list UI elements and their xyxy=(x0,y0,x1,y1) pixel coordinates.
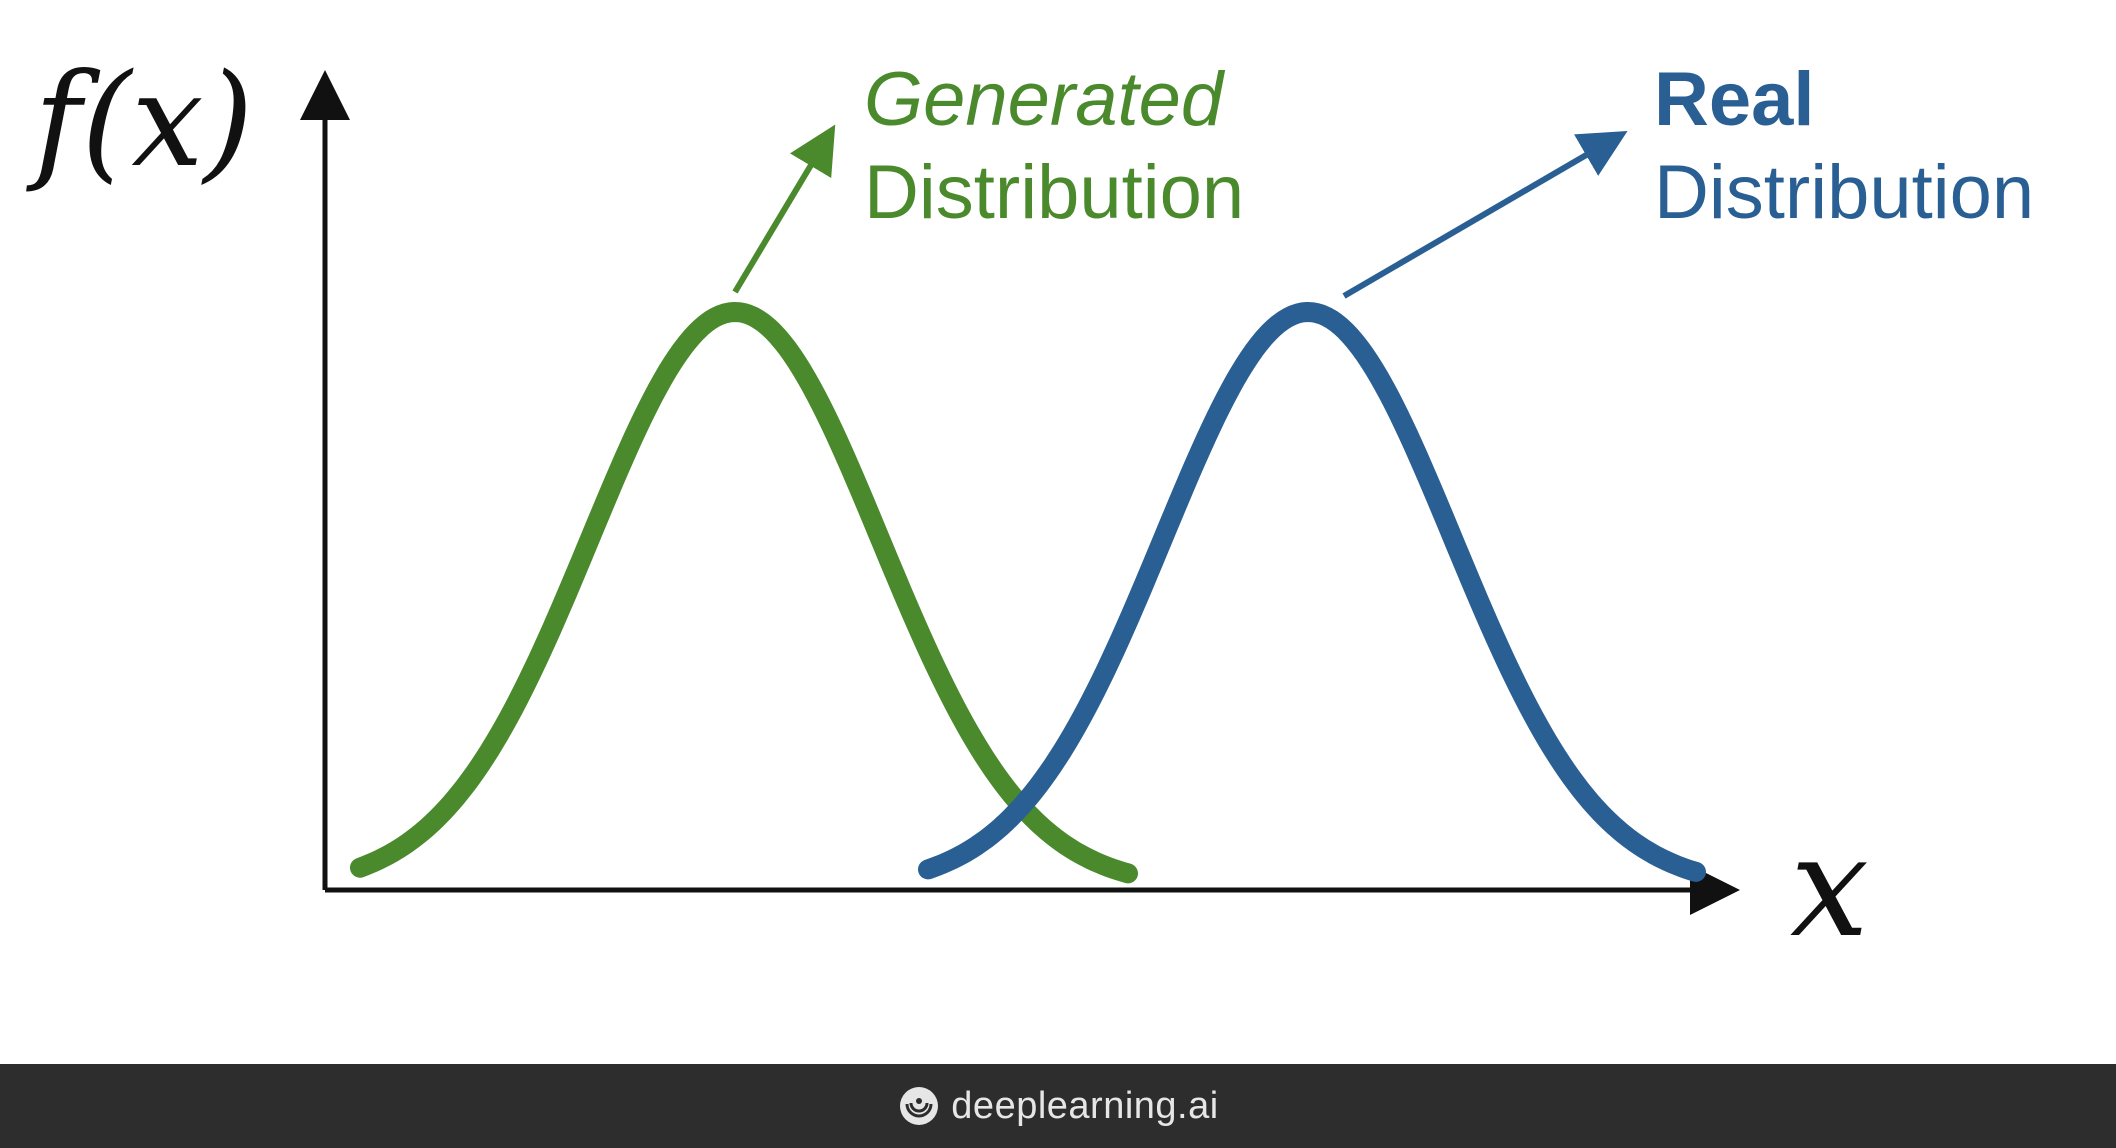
generated-distribution-label: Generated Distribution xyxy=(864,54,1244,239)
real-pointer-arrow xyxy=(1342,130,1628,299)
real-label-line2: Distribution xyxy=(1654,149,2035,235)
generated-pointer-arrow xyxy=(732,124,836,294)
footer-bar: deeplearning.ai xyxy=(0,1064,2116,1148)
real-label-line1: Real xyxy=(1654,57,1815,142)
generated-distribution-curve xyxy=(350,302,1138,884)
deeplearning-logo-icon xyxy=(900,1087,939,1125)
footer-brand: deeplearning.ai xyxy=(897,1084,1218,1128)
generated-label-line1: Generated xyxy=(864,57,1224,142)
real-distribution-label: Real Distribution xyxy=(1654,54,2034,239)
y-axis-label: f(x) xyxy=(34,47,254,196)
diagram: f(x) x Generated Distribution Real Distr… xyxy=(34,47,2034,969)
footer-brand-text: deeplearning.ai xyxy=(951,1084,1219,1127)
x-axis-label: x xyxy=(1790,806,1869,969)
diagram-canvas xyxy=(300,70,1740,915)
real-distribution-curve xyxy=(918,302,1706,882)
generated-label-line2: Distribution xyxy=(864,149,1245,235)
